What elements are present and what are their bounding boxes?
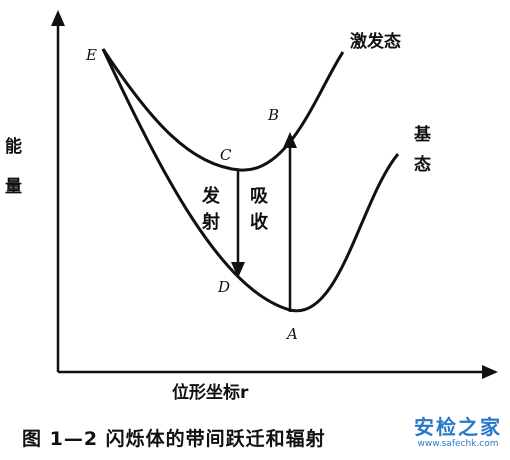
emission-arrow-head	[231, 262, 245, 278]
watermark-logo: 安检之家 www.safechk.com	[412, 416, 504, 456]
point-d-label: D	[217, 278, 230, 296]
point-c-label: C	[220, 146, 232, 164]
ground-state-label-2: 态	[414, 154, 431, 175]
emission-label-1: 发	[201, 185, 221, 207]
point-e-label: E	[85, 46, 97, 64]
configuration-coordinate-diagram: E C B D A 激发态 基 态 能 量 位形坐标r 发 射 吸 收	[5, 10, 498, 403]
absorption-label-2: 收	[250, 211, 268, 233]
y-axis-label-2: 量	[5, 176, 22, 197]
absorption-label-1: 吸	[250, 186, 269, 207]
y-axis-arrow	[51, 10, 65, 26]
x-axis-label: 位形坐标r	[172, 382, 249, 403]
excited-state-label: 激发态	[350, 31, 401, 52]
point-b-label: B	[267, 106, 279, 124]
absorption-arrow-head	[283, 132, 297, 148]
point-a-label: A	[285, 325, 298, 343]
excited-state-curve	[101, 48, 345, 172]
figure-caption: 图 1—2 闪烁体的带间跃迁和辐射	[22, 428, 326, 450]
y-axis-label-1: 能	[5, 136, 22, 157]
ground-state-curve	[101, 48, 400, 313]
x-axis-arrow	[482, 365, 498, 379]
emission-label-2: 射	[201, 211, 220, 233]
ground-state-label-1: 基	[413, 124, 432, 145]
watermark-url: www.safechk.com	[417, 439, 499, 449]
watermark-text: 安检之家	[414, 415, 502, 439]
